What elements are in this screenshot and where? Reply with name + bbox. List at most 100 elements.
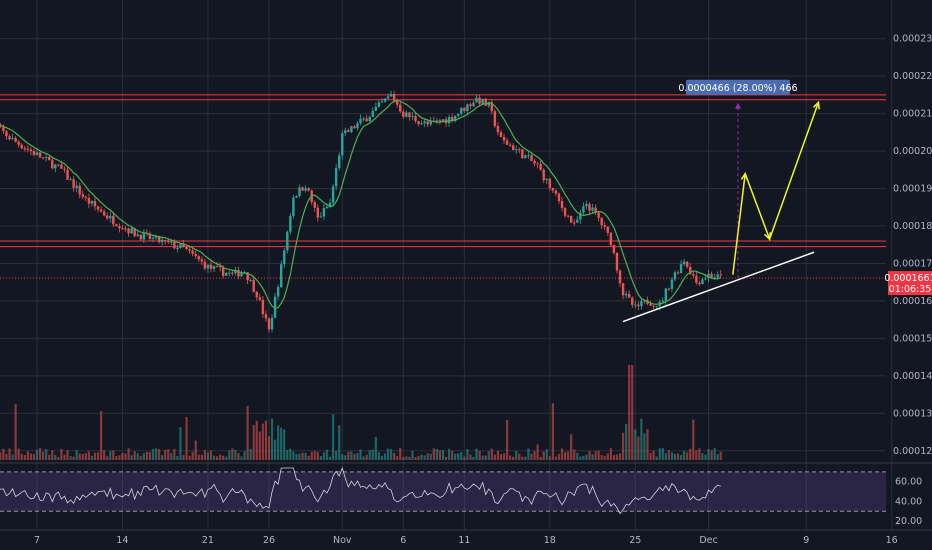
support-trendline[interactable] bbox=[622, 251, 815, 323]
volume-bar bbox=[280, 427, 283, 460]
volume-bar bbox=[606, 453, 609, 460]
volume-bar bbox=[389, 448, 393, 460]
volume-bar bbox=[567, 451, 570, 460]
measure-badge bbox=[685, 79, 790, 95]
volume-bar bbox=[481, 455, 484, 460]
candle-body bbox=[286, 231, 289, 251]
candle-body bbox=[548, 178, 552, 188]
volume-bar bbox=[356, 453, 359, 460]
time-tick-label: 14 bbox=[116, 535, 128, 546]
candle-body bbox=[222, 267, 225, 276]
candle-body bbox=[624, 293, 628, 296]
volume-bar bbox=[683, 450, 686, 460]
candle-body bbox=[695, 275, 698, 283]
candle-body bbox=[249, 279, 252, 281]
candle-body bbox=[182, 244, 185, 247]
candle-body bbox=[209, 264, 213, 269]
candle-body bbox=[115, 224, 118, 227]
candle-body bbox=[218, 266, 222, 268]
candle-body bbox=[347, 130, 350, 132]
volume-bar bbox=[402, 456, 405, 460]
candle-body bbox=[429, 120, 432, 125]
volume-bar bbox=[661, 448, 664, 460]
candle-body bbox=[151, 237, 155, 239]
candle-body bbox=[154, 236, 158, 238]
volume-bar bbox=[106, 456, 109, 460]
candle-body bbox=[606, 226, 610, 233]
volume-bar bbox=[698, 448, 701, 460]
candle-body bbox=[124, 228, 127, 230]
volume-bar bbox=[451, 450, 454, 460]
candle-body bbox=[264, 314, 268, 319]
rsi-tick-label: 60.00 bbox=[895, 477, 922, 488]
candle-body bbox=[634, 304, 637, 306]
candle-body bbox=[142, 232, 146, 240]
volume-bar bbox=[655, 456, 658, 460]
volume-bar bbox=[447, 448, 451, 460]
candle-body bbox=[399, 104, 402, 112]
candle-body bbox=[331, 186, 335, 203]
volume-bar bbox=[533, 451, 536, 460]
volume-bar bbox=[51, 450, 54, 460]
volume-bar bbox=[353, 453, 356, 460]
candle-body bbox=[81, 194, 84, 197]
candle-body bbox=[78, 185, 81, 195]
rsi-panel[interactable]: 60.00 40.00 20.00 bbox=[0, 462, 932, 527]
volume-bar bbox=[93, 452, 97, 460]
volume-bar bbox=[380, 455, 384, 460]
candle-body bbox=[261, 299, 265, 315]
candle-body bbox=[386, 96, 390, 99]
volume-bar bbox=[100, 411, 103, 460]
candle-body bbox=[60, 164, 63, 169]
projection-arrowhead bbox=[740, 171, 749, 181]
candle-body bbox=[539, 164, 542, 170]
volume-bar bbox=[38, 448, 42, 460]
candle-body bbox=[325, 207, 329, 209]
volume-bar bbox=[5, 454, 8, 460]
volume-bar bbox=[78, 453, 81, 460]
candle-body bbox=[197, 256, 200, 260]
candle-body bbox=[615, 253, 619, 271]
volume-bar bbox=[215, 456, 219, 460]
volume-bar bbox=[557, 453, 561, 460]
candle-body bbox=[96, 206, 100, 210]
candle-body bbox=[289, 215, 292, 232]
measure-label: 0.0000466 (28.00%) 466 bbox=[678, 83, 797, 94]
volume-bar bbox=[307, 455, 310, 460]
candle-body bbox=[472, 102, 475, 107]
volume-bar bbox=[66, 450, 69, 460]
candle-body bbox=[511, 145, 515, 150]
volume-bar bbox=[194, 440, 197, 460]
candle-body bbox=[164, 239, 167, 241]
measure-tool[interactable]: 0.0000466 (28.00%) 466 bbox=[678, 79, 798, 279]
price-axis[interactable]: 0.0002300 0.0002200 0.0002100 0.0002000 0.00… bbox=[893, 34, 932, 457]
time-tick-label: 11 bbox=[458, 535, 470, 546]
volume-bar bbox=[310, 451, 313, 460]
volume-bar bbox=[109, 450, 112, 460]
volume-bar bbox=[197, 454, 200, 460]
candle-body bbox=[545, 178, 548, 181]
volume-bar bbox=[301, 452, 304, 460]
volume-bar bbox=[554, 456, 558, 460]
time-axis[interactable]: 7142126Nov6111825Dec91623 bbox=[0, 529, 932, 546]
candle-body bbox=[453, 115, 457, 122]
candle-body bbox=[460, 107, 463, 114]
candle-body bbox=[160, 239, 164, 243]
candle-body bbox=[524, 155, 527, 159]
volume-bar bbox=[42, 451, 45, 460]
candle-body bbox=[341, 133, 344, 156]
volume-bar bbox=[14, 404, 17, 460]
projection-path[interactable] bbox=[732, 102, 820, 275]
candle-body bbox=[682, 261, 686, 265]
candle-body bbox=[670, 279, 674, 289]
volume-bar bbox=[350, 451, 353, 460]
volume-bar bbox=[240, 456, 243, 460]
candle-body bbox=[685, 261, 689, 267]
candle-body bbox=[457, 113, 460, 116]
volume-bar bbox=[634, 429, 637, 460]
candle-body bbox=[637, 304, 640, 307]
candle-body bbox=[200, 259, 204, 262]
candle-body bbox=[530, 155, 533, 161]
volume-bar bbox=[579, 456, 582, 460]
